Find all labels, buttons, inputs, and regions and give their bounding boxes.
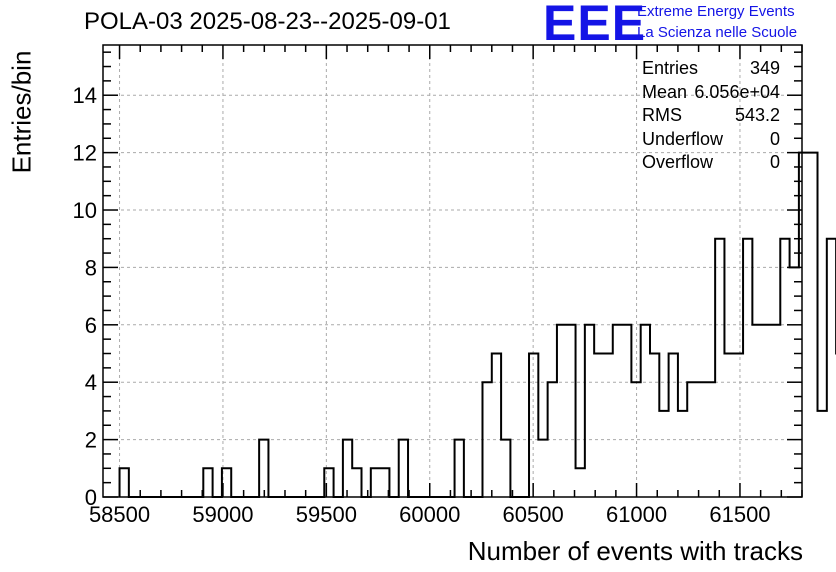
y-axis: 0 2 4 6 8 10 12 14 bbox=[73, 51, 802, 510]
x-tick-label: 60000 bbox=[399, 502, 460, 527]
plot-frame bbox=[102, 44, 803, 498]
stat-label: Entries bbox=[642, 58, 699, 78]
stat-value: 0 bbox=[769, 128, 780, 149]
stat-label: Mean bbox=[642, 81, 688, 102]
x-tick-label: 60500 bbox=[503, 502, 564, 527]
stat-label: Overflow bbox=[642, 152, 714, 172]
stat-row-overflow: Overflow 0 bbox=[642, 152, 780, 176]
x-tick-label: 58500 bbox=[89, 502, 150, 527]
stat-value: 0 bbox=[769, 152, 780, 172]
stat-value: 543.2 bbox=[734, 105, 780, 125]
eee-logo: EEE bbox=[543, 0, 647, 51]
x-tick-label: 59000 bbox=[192, 502, 253, 527]
x-axis-label: Number of events with tracks bbox=[467, 536, 803, 566]
y-tick-label: 6 bbox=[85, 313, 97, 338]
y-tick-label: 10 bbox=[73, 198, 97, 223]
logo-line-1: Extreme Energy Events bbox=[637, 3, 795, 20]
stat-row-mean: Mean 6.056e+04 bbox=[642, 82, 780, 106]
y-tick-label: 12 bbox=[73, 141, 97, 166]
stat-label: Underflow bbox=[642, 128, 724, 149]
y-tick-label: 8 bbox=[85, 255, 97, 280]
x-tick-label: 61000 bbox=[606, 502, 667, 527]
y-axis-label: Entries/bin bbox=[6, 50, 37, 174]
chart-title: POLA-03 2025-08-23--2025-09-01 bbox=[84, 8, 451, 35]
stat-row-underflow: Underflow 0 bbox=[642, 129, 780, 153]
y-tick-label: 4 bbox=[85, 370, 97, 395]
logo-line-2: La Scienza nelle Scuole bbox=[637, 24, 798, 41]
x-axis: 58500 59000 59500 60000 60500 61000 61500 bbox=[89, 45, 803, 527]
x-tick-label: 61500 bbox=[709, 502, 770, 527]
stat-value: 6.056e+04 bbox=[694, 81, 780, 102]
stats-box: Entries 349 Mean 6.056e+04 RMS 543.2 Und… bbox=[642, 58, 780, 176]
stat-row-rms: RMS 543.2 bbox=[642, 105, 780, 129]
y-tick-label: 2 bbox=[85, 428, 97, 453]
x-tick-label: 59500 bbox=[296, 502, 357, 527]
stat-label: RMS bbox=[642, 105, 682, 125]
y-tick-label: 0 bbox=[85, 485, 97, 510]
y-tick-label: 14 bbox=[73, 83, 97, 108]
stat-row-entries: Entries 349 bbox=[642, 58, 780, 82]
grid-lines bbox=[103, 45, 802, 497]
stat-value: 349 bbox=[749, 58, 780, 78]
